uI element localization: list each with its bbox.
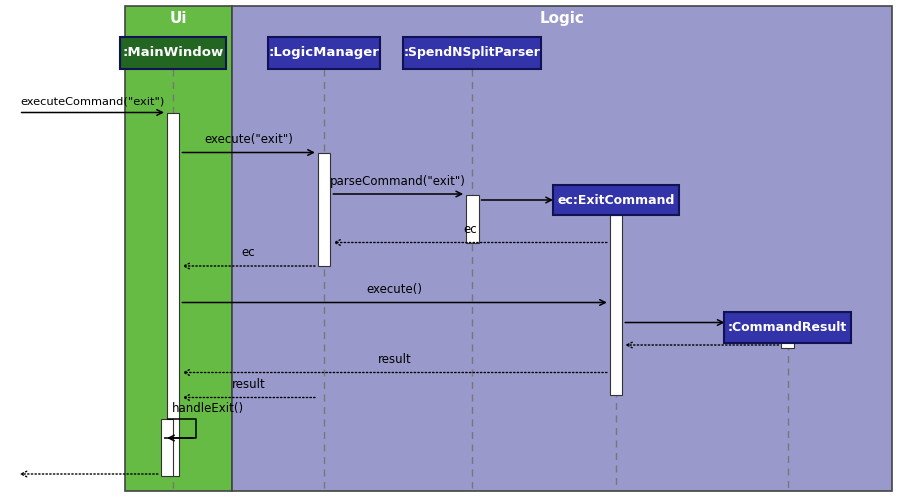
FancyBboxPatch shape bbox=[120, 36, 227, 68]
Text: :CommandResult: :CommandResult bbox=[728, 321, 847, 334]
Text: execute(): execute() bbox=[367, 283, 423, 296]
Bar bbox=[125, 6, 233, 491]
Text: ec: ec bbox=[463, 223, 476, 236]
Bar bbox=[161, 419, 174, 476]
Bar bbox=[167, 112, 180, 476]
FancyBboxPatch shape bbox=[725, 312, 851, 343]
Bar bbox=[781, 322, 794, 347]
Text: ec:ExitCommand: ec:ExitCommand bbox=[557, 194, 675, 206]
FancyBboxPatch shape bbox=[403, 36, 541, 68]
Text: ec: ec bbox=[242, 246, 255, 260]
Bar bbox=[318, 152, 331, 266]
Text: Logic: Logic bbox=[539, 11, 584, 26]
Bar bbox=[610, 215, 622, 395]
Text: :LogicManager: :LogicManager bbox=[269, 46, 379, 59]
Text: parseCommand("exit"): parseCommand("exit") bbox=[330, 174, 467, 188]
Text: result: result bbox=[378, 353, 412, 366]
Bar bbox=[466, 195, 478, 242]
FancyBboxPatch shape bbox=[553, 184, 680, 215]
Text: Ui: Ui bbox=[170, 11, 187, 26]
Text: :MainWindow: :MainWindow bbox=[122, 46, 224, 59]
Text: result: result bbox=[232, 378, 265, 391]
Bar bbox=[233, 6, 892, 491]
Text: execute("exit"): execute("exit") bbox=[204, 133, 293, 146]
FancyBboxPatch shape bbox=[269, 36, 379, 68]
Text: :SpendNSplitParser: :SpendNSplitParser bbox=[404, 46, 541, 59]
Text: executeCommand("exit"): executeCommand("exit") bbox=[21, 96, 165, 106]
Text: handleExit(): handleExit() bbox=[172, 402, 244, 415]
Bar bbox=[1, 6, 125, 491]
